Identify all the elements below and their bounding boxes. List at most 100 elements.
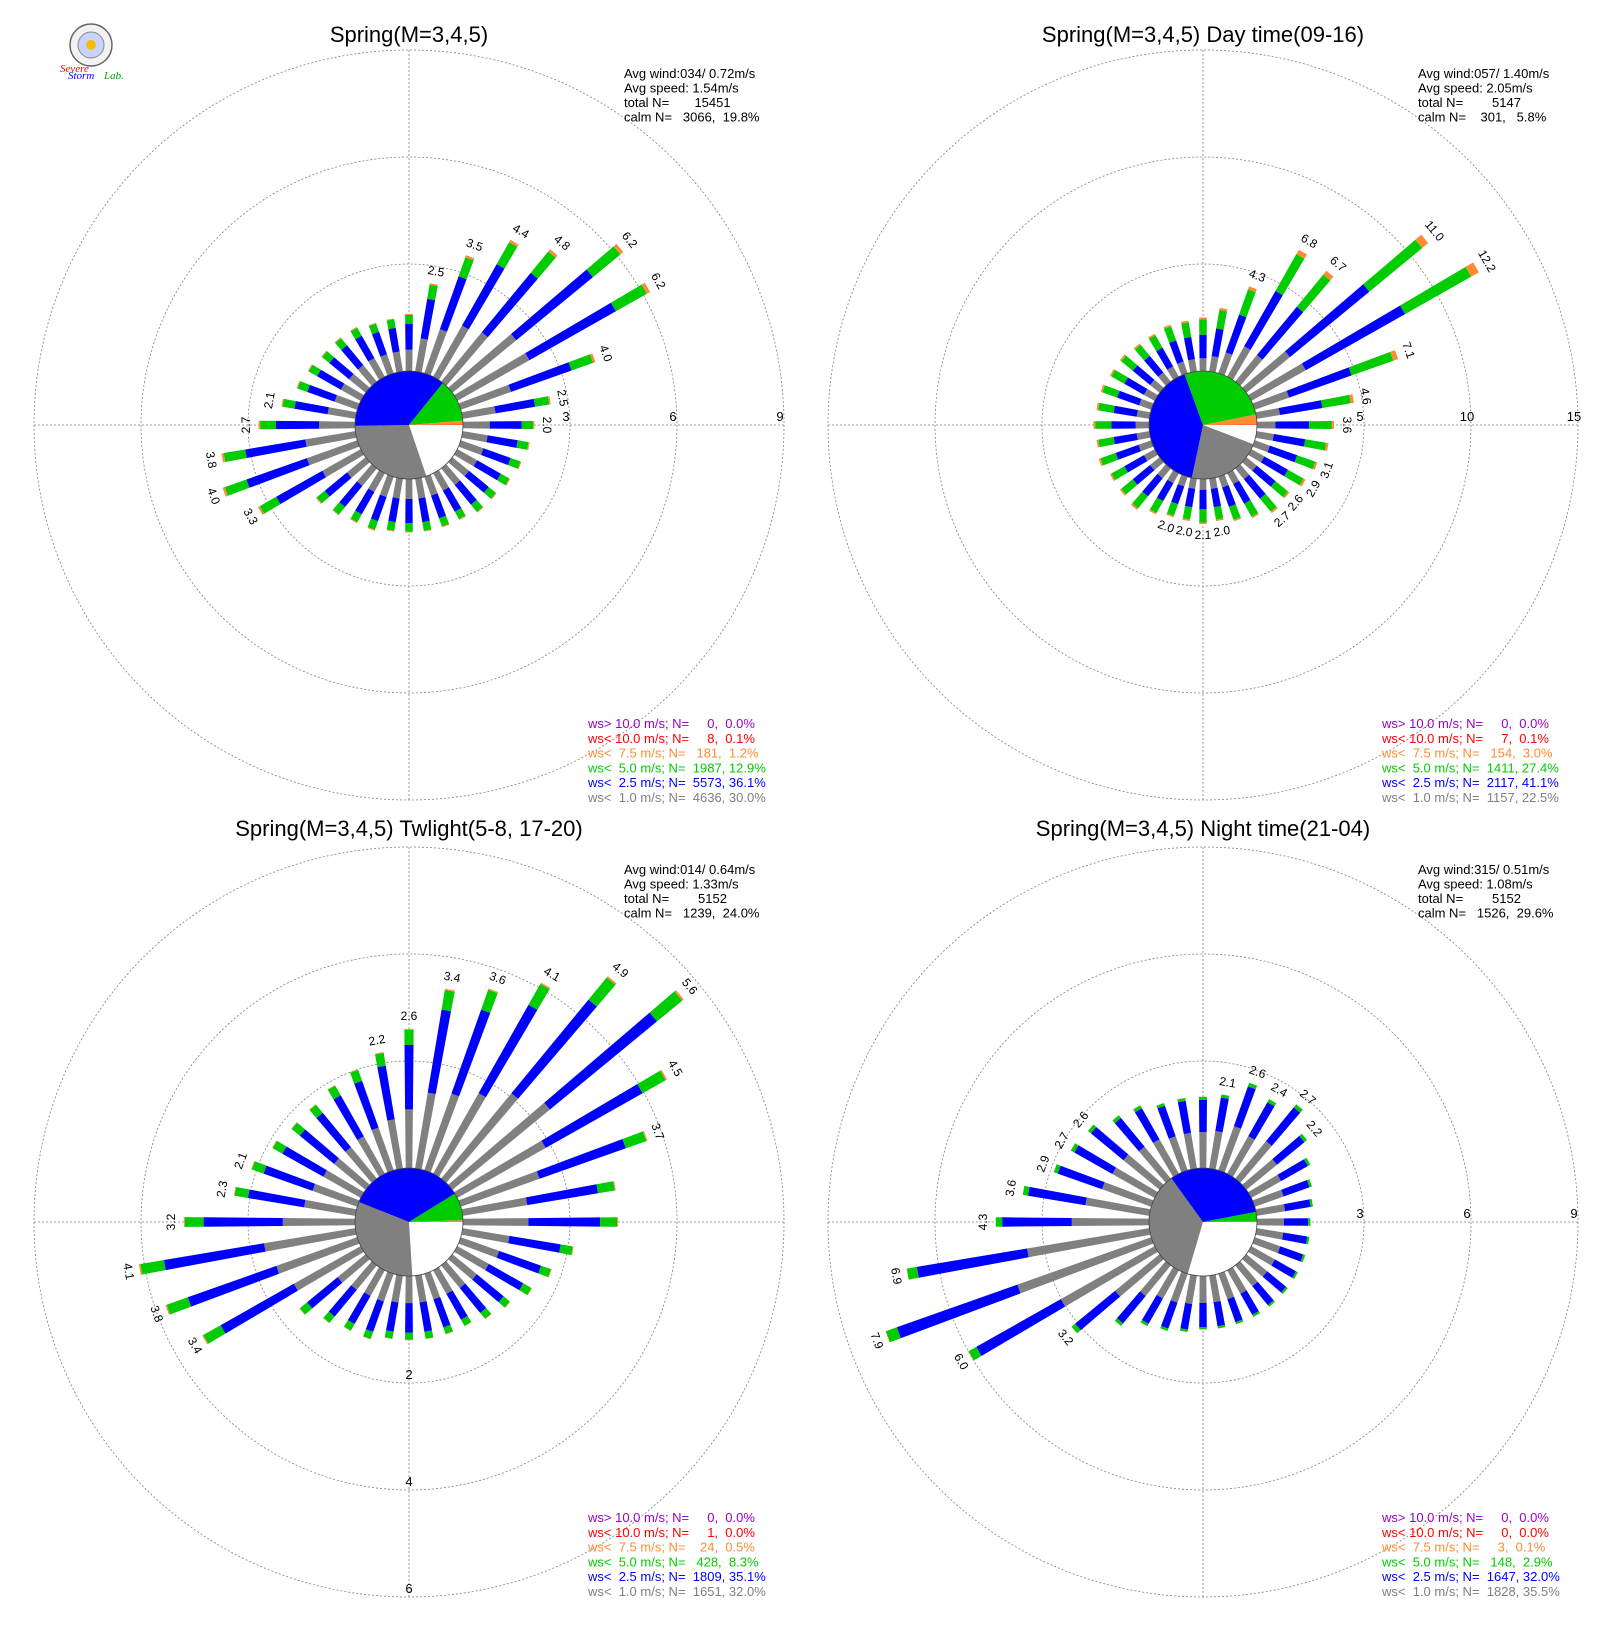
wind-bar-segment — [1262, 1271, 1287, 1293]
severe-storm-lab-logo: Severe Storm Lab. — [60, 23, 124, 82]
wind-bar-segment — [1304, 1157, 1311, 1166]
wind-bar-segment — [1219, 308, 1228, 312]
stats-avg-wind: Avg wind:014/ 0.64m/s — [624, 862, 756, 877]
bar-value-label: 2.2 — [368, 1032, 387, 1049]
calm-pie-slice — [1203, 425, 1257, 445]
wind-bar-segment — [1184, 337, 1195, 361]
grid-ring — [140, 156, 678, 694]
wind-bar-segment — [386, 520, 396, 531]
wind-bar-segment — [203, 1325, 226, 1344]
wind-bar-segment — [1218, 474, 1229, 488]
wind-bar-segment — [1225, 314, 1247, 355]
wind-bar-segment — [405, 314, 413, 315]
wind-bar-segment — [1292, 1271, 1298, 1279]
wind-bar-segment — [291, 1122, 306, 1136]
bar-value-label: 2.6 — [401, 1009, 418, 1023]
wind-bar-segment — [350, 327, 362, 340]
wind-bar-segment — [350, 1069, 363, 1084]
calm-pie-slice — [409, 420, 463, 425]
wind-bar-segment — [422, 520, 432, 531]
logo-severe-text: Severe — [60, 63, 89, 75]
wind-bar-segment — [1096, 402, 1100, 411]
wind-bar-segment — [1233, 1086, 1256, 1129]
wind-bar-segment — [1161, 1300, 1178, 1329]
wind-bar-segment — [454, 480, 477, 505]
wind-bar-segment — [1177, 474, 1188, 487]
bar-value-label: 2.1 — [1195, 528, 1212, 542]
bar-value-label: 2.7 — [1271, 508, 1293, 530]
wind-bar-segment — [1221, 1094, 1230, 1096]
wind-bar-segment — [357, 365, 377, 386]
wind-bar-segment — [334, 337, 342, 344]
wind-bar-segment — [299, 1302, 313, 1315]
wind-bar-segment — [309, 1104, 323, 1119]
wind-bar-segment — [323, 1170, 364, 1198]
wind-bar-segment — [454, 508, 466, 520]
wind-bar-segment — [1271, 1259, 1296, 1278]
wind-bar-segment — [1217, 1327, 1226, 1329]
wind-bar-segment — [392, 477, 403, 499]
wind-bar-segment — [448, 334, 517, 393]
wind-bar-segment — [224, 479, 250, 496]
bar-value-label: 6.2 — [648, 270, 669, 292]
wind-bar-segment — [1140, 1261, 1171, 1296]
ring-scale-label: 15 — [1567, 409, 1581, 424]
wind-bar-segment — [374, 1052, 384, 1055]
wind-bar-segment — [995, 1217, 1003, 1227]
wind-bar-segment — [1135, 421, 1149, 429]
wind-bar-segment — [1070, 1143, 1076, 1151]
wind-bar-segment — [439, 515, 450, 527]
wind-bar-segment — [968, 1351, 974, 1361]
bar-value-label: 4.8 — [551, 232, 573, 254]
wind-bar-segment — [1213, 1301, 1225, 1327]
wind-bar-segment — [1163, 324, 1172, 329]
wind-bar-segment — [1308, 1236, 1310, 1245]
wind-bar-segment — [246, 458, 310, 488]
wind-bar-segment — [1277, 1159, 1308, 1182]
ring-scale-label: 6 — [405, 1581, 412, 1596]
wind-bar-segment — [1199, 334, 1207, 359]
wind-bar-segment — [165, 1304, 171, 1315]
wind-bar-segment — [357, 1136, 385, 1177]
calm-pie-slice — [1191, 425, 1254, 479]
wind-bar-segment — [1113, 405, 1138, 417]
wind-bar-segment — [541, 1084, 643, 1148]
wind-bar-segment — [1421, 234, 1429, 244]
wind-bar-segment — [368, 323, 379, 335]
calm-pie-slice — [1149, 374, 1203, 478]
wind-bar-segment — [388, 497, 400, 523]
wind-bar-segment — [1088, 1124, 1097, 1134]
bar-value-label: 3.5 — [464, 235, 485, 254]
wind-bar-segment — [1215, 518, 1224, 521]
wind-bar-segment — [1415, 234, 1428, 249]
stats-calm: calm N= 3066, 19.8% — [624, 110, 760, 125]
calm-pie-slice — [1187, 1222, 1257, 1276]
wind-bar-segment — [187, 1265, 280, 1307]
wind-bar-segment — [1060, 1246, 1158, 1307]
wind-bar-segment — [379, 474, 394, 497]
wind-bar-segment — [316, 497, 322, 504]
wind-bar-segment — [1157, 1105, 1176, 1139]
wind-bar-segment — [1252, 440, 1270, 453]
wind-bar-segment — [516, 440, 529, 450]
wind-bar-segment — [1156, 1102, 1164, 1106]
wind-bar-segment — [441, 1261, 466, 1289]
wind-bar-segment — [448, 1102, 550, 1190]
wind-bar-segment — [404, 1029, 414, 1045]
wind-bar-segment — [405, 314, 413, 324]
wind-bar-segment — [1153, 1139, 1179, 1177]
wind-bar-segment — [323, 1311, 335, 1323]
wind-bar-segment — [465, 255, 475, 261]
wind-bar-segment — [1112, 1115, 1121, 1124]
legend-entry: ws> 10.0 m/s; N= 0, 0.0% — [1381, 1510, 1549, 1525]
wind-bar-segment — [885, 1327, 901, 1343]
wind-bar-segment — [1248, 1102, 1275, 1140]
wind-bar-segment — [166, 1297, 192, 1315]
stats-avg-speed: Avg speed: 1.08m/s — [1418, 877, 1533, 892]
wind-bar-segment — [1248, 363, 1306, 401]
wind-bar-segment — [377, 1065, 395, 1121]
bar-value-label: 4.5 — [665, 1057, 686, 1079]
wind-bar-segment — [548, 249, 558, 258]
wind-bar-segment — [333, 1095, 364, 1140]
wind-bar-segment — [1293, 1104, 1303, 1113]
